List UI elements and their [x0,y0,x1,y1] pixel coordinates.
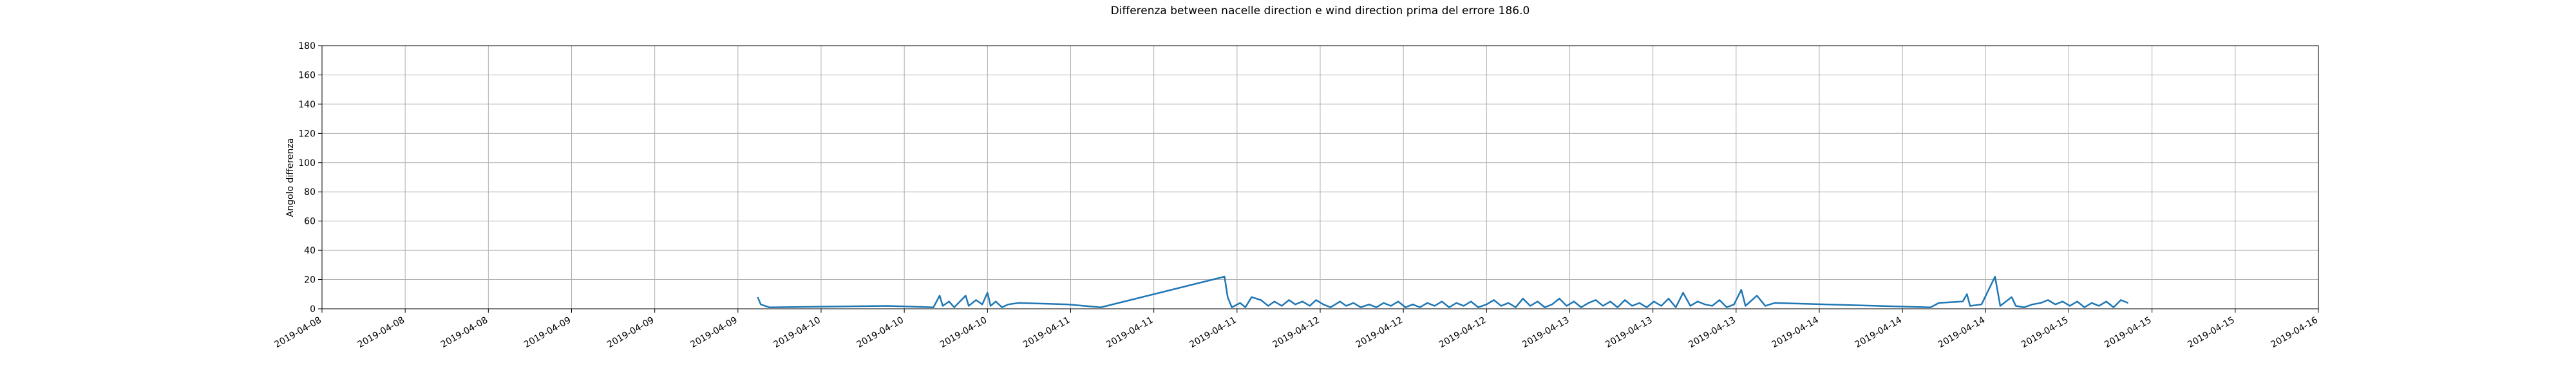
x-tick-label: 2019-04-15 [2103,315,2153,351]
y-tick-label: 160 [298,70,316,80]
x-tick-label: 2019-04-12 [1271,315,1321,351]
x-tick-label: 2019-04-09 [522,315,573,351]
x-tick-label: 2019-04-09 [688,315,739,351]
x-tick-label: 2019-04-10 [938,315,989,351]
x-tick-label: 2019-04-09 [605,315,656,351]
y-tick-label: 120 [298,129,316,139]
x-tick-label: 2019-04-14 [1937,315,1987,351]
x-tick-label: 2019-04-08 [273,315,323,351]
x-tick-label: 2019-04-16 [2269,315,2320,351]
x-tick-label: 2019-04-12 [1354,315,1405,351]
data-line [757,275,2128,308]
x-tick-label: 2019-04-10 [772,315,822,351]
x-tick-label: 2019-04-11 [1021,315,1072,351]
y-tick-label: 0 [310,304,316,315]
x-tick-label: 2019-04-13 [1520,315,1571,351]
chart-title: Differenza between nacelle direction e w… [1111,5,1530,17]
x-tick-label: 2019-04-14 [1770,315,1821,351]
y-tick-label: 180 [298,41,316,51]
y-tick-label: 60 [304,217,316,227]
x-tick-label: 2019-04-08 [356,315,406,351]
x-tick-label: 2019-04-10 [855,315,905,351]
x-tick-label: 2019-04-14 [1853,315,1904,351]
x-tick-label: 2019-04-13 [1604,315,1654,351]
y-tick-label: 40 [304,246,316,256]
y-tick-label: 80 [304,187,316,198]
x-tick-label: 2019-04-15 [2186,315,2236,351]
plot-frame [321,45,2319,309]
y-tick-label: 20 [304,275,316,286]
x-tick-label: 2019-04-15 [2020,315,2070,351]
x-tick-label: 2019-04-08 [439,315,489,351]
x-tick-label: 2019-04-13 [1687,315,1737,351]
x-tick-label: 2019-04-11 [1104,315,1155,351]
y-axis-label: Angolo differenza [285,138,296,217]
x-tick-label: 2019-04-12 [1437,315,1488,351]
x-tick-label: 2019-04-11 [1188,315,1238,351]
y-tick-label: 100 [298,158,316,169]
y-tick-label: 140 [298,100,316,110]
